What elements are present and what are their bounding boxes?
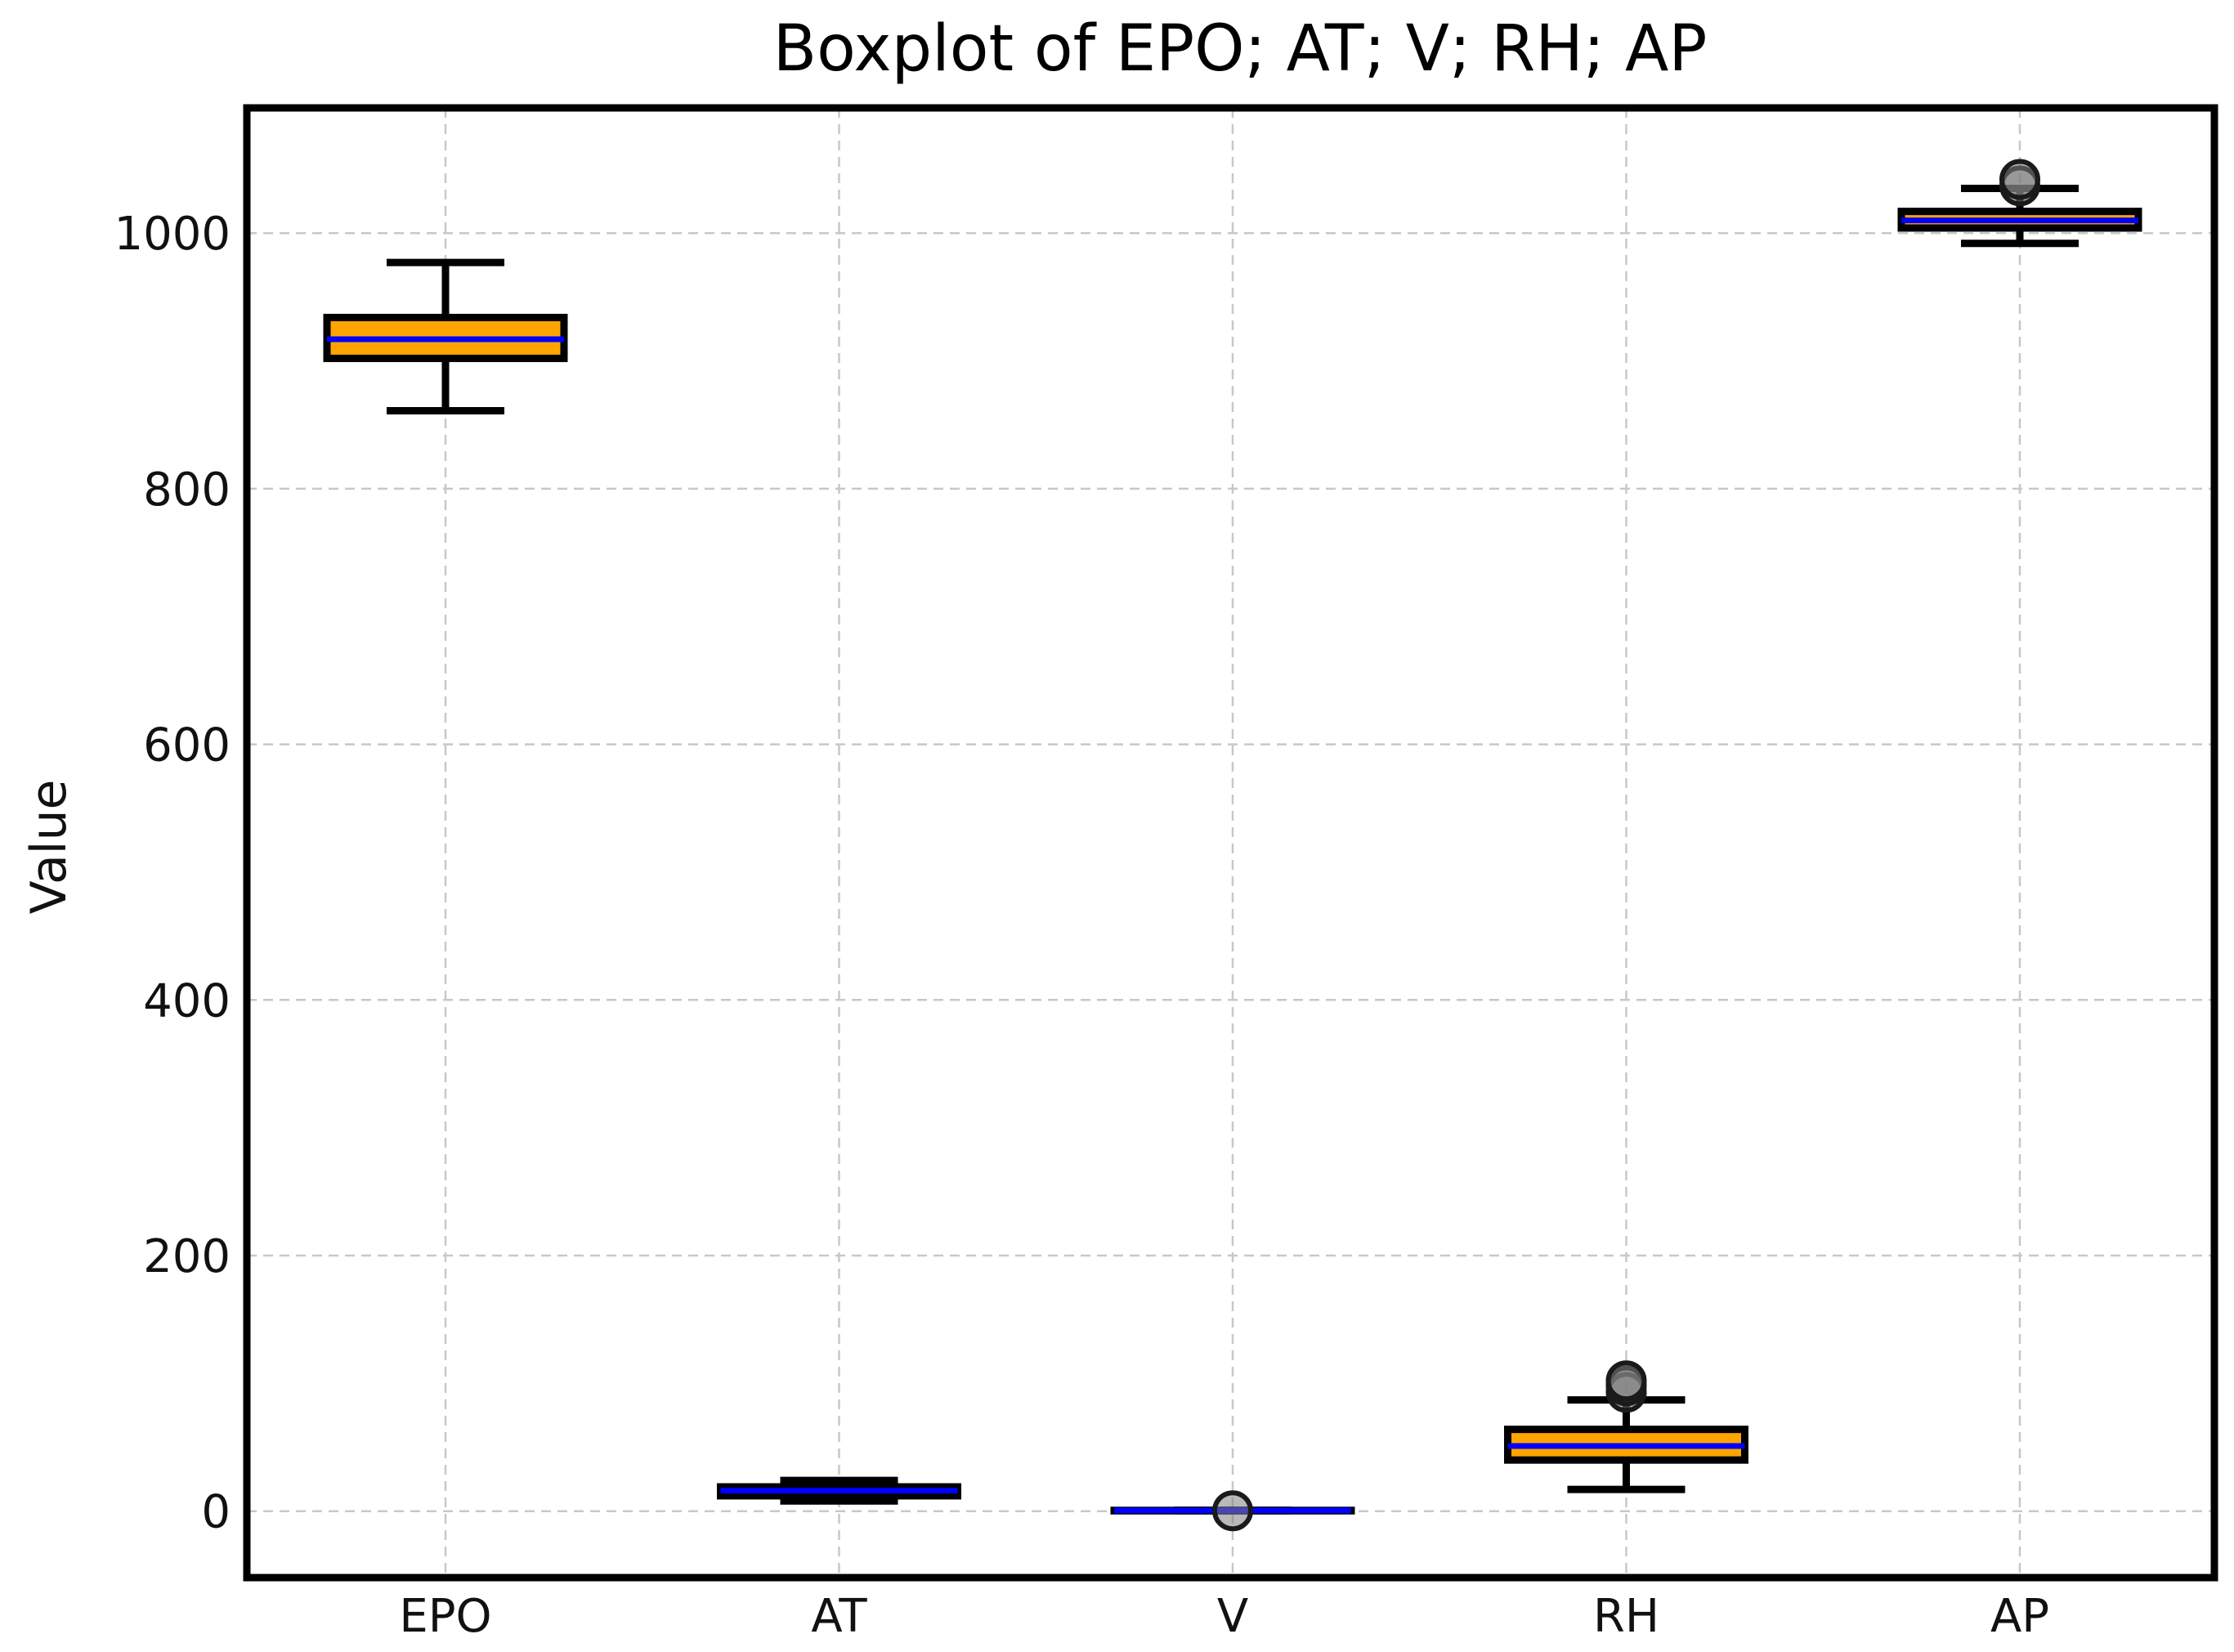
outlier-point <box>1605 1360 1647 1402</box>
box-epo <box>323 258 568 415</box>
box-v <box>1110 1490 1355 1532</box>
grid-layer <box>247 108 2214 1578</box>
y-axis-label: Value <box>20 780 78 915</box>
y-tick-label: 800 <box>143 463 231 517</box>
chart-title: Boxplot of EPO; AT; V; RH; AP <box>773 12 1708 86</box>
box-at <box>717 1476 961 1505</box>
outlier-point <box>1212 1490 1253 1532</box>
y-tick-label: 600 <box>143 719 231 772</box>
x-tick-label: V <box>1217 1590 1248 1643</box>
y-tick-label: 200 <box>143 1230 231 1283</box>
y-tick-label: 400 <box>143 974 231 1027</box>
box-ap <box>1897 159 2142 248</box>
x-tick-label: RH <box>1593 1590 1659 1643</box>
y-tick-label: 1000 <box>114 208 231 261</box>
x-tick-label: EPO <box>399 1590 491 1643</box>
x-tick-label: AP <box>1990 1590 2049 1643</box>
tick-layer: 0 200 400 600 800 1000 EPO AT V RH AP <box>114 208 2049 1643</box>
x-tick-label: AT <box>811 1590 867 1643</box>
y-tick-label: 0 <box>201 1486 231 1539</box>
plot-frame <box>243 104 2218 1582</box>
box-layer <box>323 159 2142 1532</box>
box-rh <box>1504 1360 1748 1493</box>
outlier-point <box>1999 159 2040 200</box>
